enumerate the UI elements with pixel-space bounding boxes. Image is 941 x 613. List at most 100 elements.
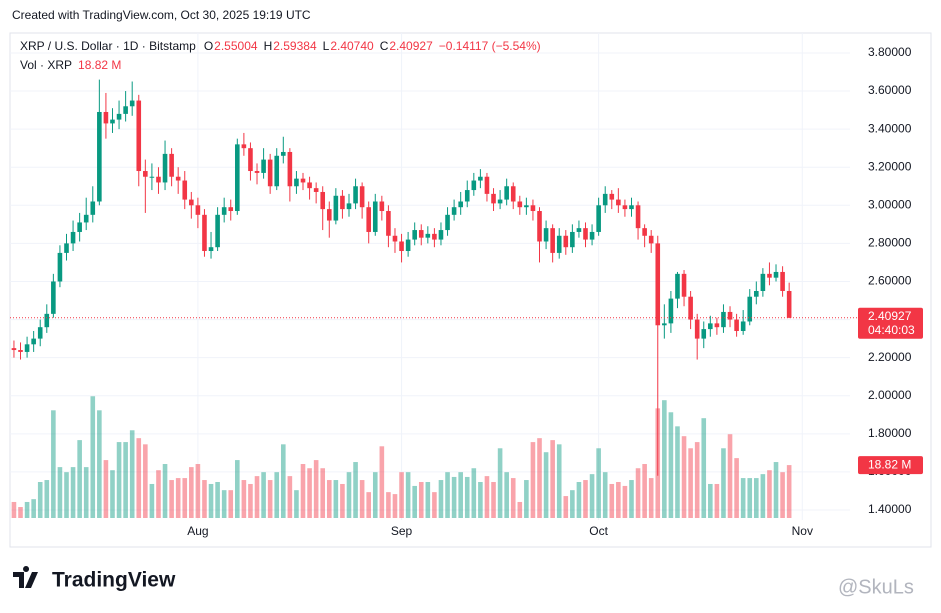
candle-body bbox=[294, 178, 299, 187]
candle-body bbox=[694, 319, 700, 339]
candle-body bbox=[359, 186, 365, 208]
candle-body bbox=[83, 214, 89, 223]
volume-bar bbox=[451, 476, 457, 518]
candle-body bbox=[688, 296, 693, 320]
volume-bar bbox=[773, 462, 779, 518]
candle-body bbox=[90, 201, 96, 215]
volume-bar bbox=[425, 482, 431, 518]
candle-body bbox=[353, 186, 358, 204]
volume-bar bbox=[497, 448, 503, 518]
y-tick-label: 3.80000 bbox=[868, 45, 912, 59]
brand-name: TradingView bbox=[52, 569, 176, 592]
volume-bar bbox=[570, 490, 575, 518]
candle-body bbox=[156, 176, 161, 183]
candle-body bbox=[589, 231, 595, 240]
volume-bar bbox=[90, 396, 96, 518]
candle-body bbox=[228, 207, 234, 212]
candle-body bbox=[110, 119, 115, 124]
candle-body bbox=[629, 205, 634, 210]
candle-body bbox=[721, 311, 726, 328]
volume-bar bbox=[412, 485, 417, 518]
volume-bar bbox=[300, 464, 306, 518]
volume-bar bbox=[556, 444, 562, 518]
volume-bar bbox=[471, 468, 477, 518]
volume-bar bbox=[123, 442, 128, 518]
candle-body bbox=[648, 235, 654, 244]
legend-key: C bbox=[380, 39, 389, 53]
volume-bar bbox=[629, 480, 634, 518]
volume-bar bbox=[261, 472, 266, 518]
x-tick-label: Oct bbox=[589, 524, 608, 538]
volume-bar bbox=[602, 472, 608, 518]
candle-body bbox=[372, 201, 378, 232]
volume-bar bbox=[721, 448, 726, 518]
volume-bar bbox=[662, 400, 667, 518]
volume-bar bbox=[18, 507, 23, 518]
volume-bar bbox=[149, 483, 155, 518]
price-badge bbox=[858, 307, 923, 339]
volume-bar bbox=[248, 483, 253, 518]
volume-bar bbox=[97, 410, 102, 518]
volume-bar bbox=[353, 462, 358, 518]
candle-body bbox=[182, 180, 188, 200]
volume-bar bbox=[616, 482, 621, 518]
volume-bar bbox=[175, 478, 181, 518]
volume-bar bbox=[83, 467, 89, 518]
candle-body bbox=[274, 155, 280, 187]
x-tick-label: Aug bbox=[187, 524, 208, 538]
candle-body bbox=[123, 106, 128, 114]
volume-bar bbox=[445, 472, 450, 518]
candle-body bbox=[326, 209, 332, 221]
volume-bar bbox=[320, 468, 326, 518]
candle-body bbox=[537, 211, 542, 242]
volume-value: 18.82 M bbox=[78, 58, 121, 72]
volume-bar bbox=[110, 470, 115, 518]
candle-body bbox=[767, 273, 772, 278]
candle-body bbox=[313, 188, 319, 192]
candle-body bbox=[300, 178, 306, 183]
volume-bar bbox=[537, 438, 542, 518]
volume-bar bbox=[169, 480, 174, 518]
candle-body bbox=[747, 296, 753, 322]
candle-body bbox=[418, 230, 424, 238]
legend-value: 2.55004 bbox=[214, 39, 258, 53]
candle-body bbox=[583, 228, 588, 240]
y-tick-label: 3.00000 bbox=[868, 197, 912, 211]
candle-body bbox=[760, 273, 766, 291]
candle-body bbox=[31, 338, 36, 345]
candle-body bbox=[668, 298, 674, 324]
volume-bar bbox=[116, 442, 122, 518]
y-tick-label: 2.20000 bbox=[868, 350, 912, 364]
volume-bar bbox=[44, 480, 50, 518]
y-tick-label: 3.20000 bbox=[868, 159, 912, 173]
candle-body bbox=[616, 199, 621, 206]
brand-logo bbox=[13, 566, 38, 588]
candle-body bbox=[143, 171, 148, 177]
candle-body bbox=[471, 180, 477, 191]
candle-body bbox=[267, 159, 273, 187]
volume-bar bbox=[129, 430, 135, 518]
volume-bar bbox=[530, 442, 536, 518]
legend-value: 2.40740 bbox=[330, 39, 374, 53]
volume-bar bbox=[11, 501, 17, 518]
candle-body bbox=[570, 231, 575, 248]
price-label: 2.40927 bbox=[868, 309, 912, 323]
volume-bar bbox=[333, 480, 339, 518]
volume-bar bbox=[727, 434, 733, 518]
volume-bar bbox=[675, 426, 680, 518]
candle-body bbox=[208, 247, 214, 252]
volume-bar bbox=[418, 482, 424, 518]
volume-bar bbox=[747, 478, 753, 518]
candle-body bbox=[51, 281, 56, 314]
candle-body bbox=[642, 228, 647, 236]
x-tick-label: Nov bbox=[792, 524, 813, 538]
volume-bar bbox=[432, 492, 437, 518]
volume-bar bbox=[208, 483, 214, 518]
candle-body bbox=[655, 243, 661, 326]
volume-bar bbox=[235, 460, 240, 518]
volume-bar bbox=[478, 482, 483, 518]
volume-bar bbox=[708, 483, 713, 518]
volume-bar bbox=[589, 474, 595, 518]
volume-bar bbox=[189, 467, 194, 518]
volume-bar bbox=[346, 472, 352, 518]
